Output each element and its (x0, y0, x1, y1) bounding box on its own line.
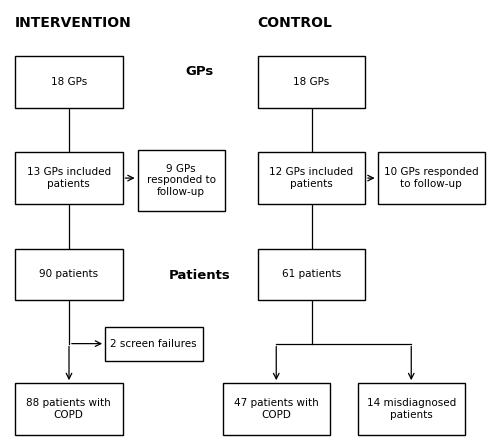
FancyBboxPatch shape (15, 249, 122, 300)
Text: 90 patients: 90 patients (39, 269, 98, 280)
Text: INTERVENTION: INTERVENTION (15, 16, 132, 30)
FancyBboxPatch shape (378, 152, 485, 204)
Text: 10 GPs responded
to follow-up: 10 GPs responded to follow-up (384, 167, 478, 189)
Text: 18 GPs: 18 GPs (50, 77, 87, 87)
Text: 18 GPs: 18 GPs (293, 77, 330, 87)
FancyBboxPatch shape (258, 56, 365, 108)
FancyBboxPatch shape (15, 152, 122, 204)
Text: 61 patients: 61 patients (282, 269, 341, 280)
Text: 47 patients with
COPD: 47 patients with COPD (234, 398, 318, 420)
FancyBboxPatch shape (105, 327, 202, 361)
Text: 2 screen failures: 2 screen failures (110, 339, 197, 349)
Text: Patients: Patients (169, 269, 231, 282)
Text: CONTROL: CONTROL (258, 16, 332, 30)
FancyBboxPatch shape (258, 249, 365, 300)
Text: 9 GPs
responded to
follow-up: 9 GPs responded to follow-up (147, 164, 216, 197)
Text: 12 GPs included
patients: 12 GPs included patients (269, 167, 353, 189)
FancyBboxPatch shape (222, 383, 330, 435)
Text: 88 patients with
COPD: 88 patients with COPD (26, 398, 111, 420)
Text: GPs: GPs (186, 65, 214, 78)
FancyBboxPatch shape (138, 150, 225, 211)
Text: 13 GPs included
patients: 13 GPs included patients (26, 167, 111, 189)
Text: 14 misdiagnosed
patients: 14 misdiagnosed patients (366, 398, 456, 420)
FancyBboxPatch shape (258, 152, 365, 204)
FancyBboxPatch shape (358, 383, 465, 435)
FancyBboxPatch shape (15, 56, 122, 108)
FancyBboxPatch shape (15, 383, 122, 435)
